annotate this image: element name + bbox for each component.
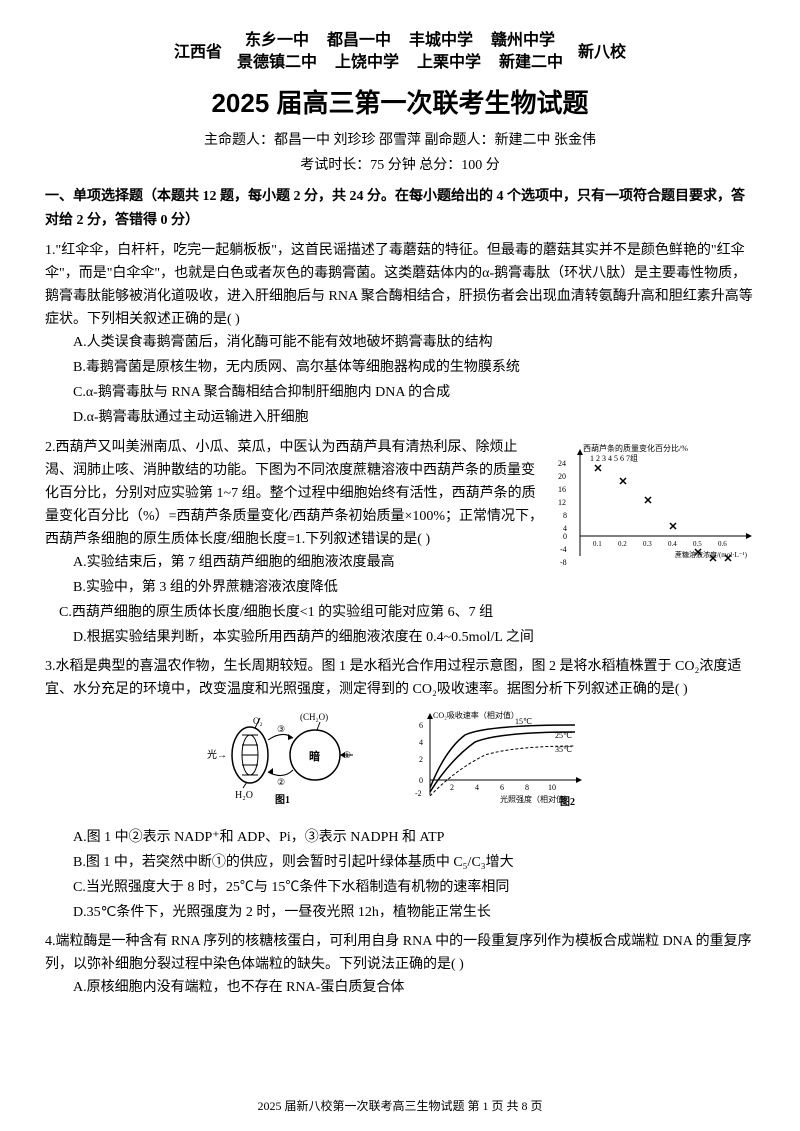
q3-optC: C.当光照强度大于 8 时，25℃与 15℃条件下水稻制造有机物的速率相同 — [73, 876, 755, 899]
svg-text:4: 4 — [419, 738, 423, 747]
svg-text:35℃: 35℃ — [555, 745, 572, 754]
svg-text:0.3: 0.3 — [643, 540, 652, 548]
q1-optC: C.α-鹅膏毒肽与 RNA 聚合酶相结合抑制肝细胞内 DNA 的合成 — [73, 381, 755, 404]
question-3: 3.水稻是典型的喜温农作物，生长周期较短。图 1 是水稻光合作用过程示意图，图 … — [45, 655, 755, 924]
svg-text:0.5: 0.5 — [693, 540, 702, 548]
svg-text:0.4: 0.4 — [668, 540, 677, 548]
svg-text:西葫芦条的质量变化百分比/%: 西葫芦条的质量变化百分比/% — [583, 443, 688, 453]
svg-text:光→: 光→ — [207, 748, 227, 761]
svg-text:②: ② — [277, 777, 285, 787]
svg-text:暗: 暗 — [309, 749, 320, 763]
page-footer: 2025 届新八校第一次联考高三生物试题 第 1 页 共 8 页 — [0, 1097, 800, 1116]
svg-text:-8: -8 — [560, 558, 567, 567]
main-title: 2025 届高三第一次联考生物试题 — [45, 83, 755, 125]
q3-optA: A.图 1 中②表示 NADP⁺和 ADP、Pi，③表示 NADPH 和 ATP — [73, 826, 755, 849]
svg-text:CO₂吸收速率（相对值）: CO₂吸收速率（相对值） — [433, 710, 519, 720]
svg-text:2: 2 — [450, 783, 454, 792]
q1-text: 1."红伞伞，白杆杆，吃完一起躺板板"，这首民谣描述了毒蘑菇的特征。但最毒的蘑菇… — [45, 239, 755, 331]
svg-text:图1: 图1 — [275, 794, 290, 805]
school-grid: 东乡一中 都昌一中 丰城中学 赣州中学 景德镇二中 上饶中学 上栗中学 新建二中 — [237, 30, 563, 75]
svg-text:1 2 3 4 5 6 7组: 1 2 3 4 5 6 7组 — [590, 453, 638, 463]
suffix-label: 新八校 — [578, 40, 626, 66]
svg-text:6: 6 — [419, 721, 423, 730]
q2-optC: C.西葫芦细胞的原生质体长度/细胞长度<1 的实验组可能对应第 6、7 组 — [45, 601, 755, 624]
svg-text:4: 4 — [475, 783, 479, 792]
question-4: 4.端粒酶是一种含有 RNA 序列的核糖核蛋白，可利用自身 RNA 中的一段重复… — [45, 930, 755, 999]
q1-optA: A.人类误食毒鹅膏菌后，消化酶可能不能有效地破坏鹅膏毒肽的结构 — [73, 331, 755, 354]
q1-optD: D.α-鹅膏毒肽通过主动运输进入肝细胞 — [73, 406, 755, 429]
header-schools: 江西省 东乡一中 都昌一中 丰城中学 赣州中学 景德镇二中 上饶中学 上栗中学 … — [45, 30, 755, 75]
q3-optB: B.图 1 中，若突然中断①的供应，则会暂时引起叶绿体基质中 C₅/C₃增大 — [73, 851, 755, 874]
q1-optB: B.毒鹅膏菌是原核生物，无内质网、高尔基体等细胞器构成的生物膜系统 — [73, 356, 755, 379]
q4-optA: A.原核细胞内没有端粒，也不存在 RNA-蛋白质复合体 — [73, 976, 755, 999]
province-label: 江西省 — [174, 40, 222, 66]
svg-text:12: 12 — [558, 498, 566, 507]
section1-title: 一、单项选择题（本题共 12 题，每小题 2 分，共 24 分。在每小题给出的 … — [45, 185, 755, 233]
svg-text:(CH₂O): (CH₂O) — [300, 712, 328, 722]
svg-text:0: 0 — [419, 776, 423, 785]
svg-text:0: 0 — [563, 532, 567, 541]
svg-text:8: 8 — [563, 511, 567, 520]
svg-text:0.6: 0.6 — [718, 540, 727, 548]
svg-text:H₂O: H₂O — [235, 790, 253, 801]
svg-text:-2: -2 — [415, 789, 422, 798]
svg-text:8: 8 — [525, 783, 529, 792]
q2-optD: D.根据实验结果判断，本实验所用西葫芦的细胞液浓度在 0.4~0.5mol/L … — [73, 626, 755, 649]
q3-text: 3.水稻是典型的喜温农作物，生长周期较短。图 1 是水稻光合作用过程示意图，图 … — [45, 655, 755, 701]
svg-text:15℃: 15℃ — [515, 717, 532, 726]
svg-text:10: 10 — [548, 783, 556, 792]
q3-fig2: CO₂吸收速率（相对值） 6 4 2 0 -2 2 4 6 8 10 光照强度（… — [405, 710, 595, 818]
svg-text:6: 6 — [500, 783, 504, 792]
svg-text:24: 24 — [558, 459, 566, 468]
svg-text:蔗糖溶液浓度/(mol·L⁻¹): 蔗糖溶液浓度/(mol·L⁻¹) — [675, 550, 748, 559]
svg-text:0.2: 0.2 — [618, 540, 627, 548]
q2-chart: 西葫芦条的质量变化百分比/% 24 20 16 12 8 4 0 -4 -8 1… — [555, 441, 755, 581]
svg-text:0.1: 0.1 — [593, 540, 602, 548]
q3-figures: 暗 光→ O₂ H₂O (CH₂O) ③ ② ① 图1 — [45, 710, 755, 818]
svg-text:图2: 图2 — [560, 796, 575, 808]
q3-optD: D.35℃条件下，光照强度为 2 时，一昼夜光照 12h，植物能正常生长 — [73, 901, 755, 924]
exam-info: 考试时长：75 分钟 总分：100 分 — [45, 155, 755, 177]
authors-line: 主命题人：都昌一中 刘珍珍 邵雪萍 副命题人：新建二中 张金伟 — [45, 130, 755, 152]
svg-text:16: 16 — [558, 485, 566, 494]
svg-text:2: 2 — [419, 755, 423, 764]
svg-text:-4: -4 — [560, 545, 567, 554]
svg-text:20: 20 — [558, 472, 566, 481]
question-1: 1."红伞伞，白杆杆，吃完一起躺板板"，这首民谣描述了毒蘑菇的特征。但最毒的蘑菇… — [45, 239, 755, 430]
svg-text:25℃: 25℃ — [555, 731, 572, 740]
svg-text:O₂: O₂ — [253, 716, 263, 726]
svg-text:③: ③ — [277, 724, 285, 734]
q3-fig1: 暗 光→ O₂ H₂O (CH₂O) ③ ② ① 图1 — [205, 710, 365, 818]
q4-text: 4.端粒酶是一种含有 RNA 序列的核糖核蛋白，可利用自身 RNA 中的一段重复… — [45, 930, 755, 976]
question-2: 西葫芦条的质量变化百分比/% 24 20 16 12 8 4 0 -4 -8 1… — [45, 436, 755, 650]
